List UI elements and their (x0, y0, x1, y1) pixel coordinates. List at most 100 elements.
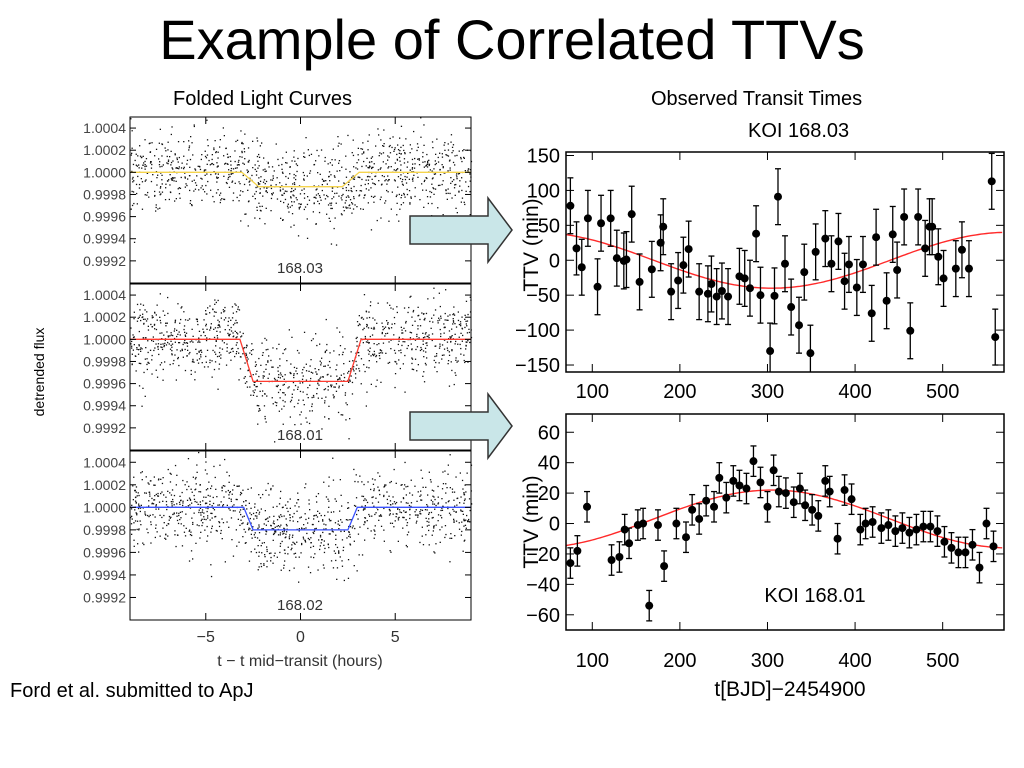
ytick-label: 20 (538, 483, 560, 505)
lightcurve-point (407, 485, 409, 488)
lightcurve-point (188, 318, 191, 320)
ttv-point (921, 244, 930, 253)
lightcurve-point (308, 517, 310, 519)
lightcurve-point (327, 196, 329, 198)
lightcurve-point (394, 352, 397, 354)
lightcurve-point (411, 178, 414, 180)
lightcurve-point (181, 162, 183, 164)
ttv-point (672, 519, 681, 528)
lightcurve-point (236, 485, 238, 487)
lightcurve-point (234, 160, 236, 163)
lightcurve-point (363, 499, 365, 502)
lightcurve-point (257, 423, 259, 425)
lightcurve-point (211, 360, 213, 362)
lightcurve-point (240, 492, 243, 495)
lightcurve-point (256, 370, 258, 372)
lightcurve-point (212, 496, 214, 499)
lightcurve-point (176, 503, 178, 505)
lightcurve-point (429, 479, 432, 481)
lightcurve-point (258, 405, 260, 407)
lightcurve-point (465, 344, 467, 347)
lightcurve-point (248, 560, 251, 562)
lightcurve-point (323, 365, 325, 367)
lightcurve-point (456, 154, 458, 157)
lightcurve-point (362, 495, 365, 498)
lightcurve-point (429, 196, 432, 198)
lightcurve-point (298, 206, 300, 209)
lightcurve-point (303, 179, 305, 181)
lightcurve-point (249, 517, 251, 520)
lightcurve-point (167, 490, 169, 492)
lightcurve-point (339, 331, 341, 333)
lightcurve-point (164, 147, 166, 149)
lightcurve-point (215, 529, 217, 532)
lightcurve-point (366, 520, 368, 522)
lightcurve-point (357, 324, 359, 327)
lightcurve-point (194, 169, 197, 171)
lightcurve-point (152, 316, 154, 318)
lightcurve-point (196, 501, 198, 503)
lightcurve-point (240, 513, 242, 516)
lightcurve-point (435, 504, 437, 507)
lightcurve-point (425, 312, 428, 315)
lightcurve-point (363, 151, 365, 153)
lightcurve-point (281, 531, 284, 533)
lightcurve-point (414, 485, 416, 487)
lightcurve-point (407, 531, 410, 533)
lightcurve-point (306, 175, 308, 177)
lightcurve-point (255, 174, 258, 176)
lightcurve-point (395, 482, 397, 484)
lightcurve-point (148, 500, 150, 502)
lightcurve-point (236, 196, 238, 199)
lightcurve-point (423, 319, 425, 321)
ttv-point (625, 539, 634, 548)
xtick-label: 0 (296, 629, 305, 646)
lightcurve-point (441, 358, 443, 360)
lightcurve-point (341, 214, 343, 216)
lightcurve-point (292, 516, 294, 518)
lightcurve-point (203, 512, 205, 514)
lightcurve-point (437, 520, 439, 522)
lightcurve-point (315, 495, 317, 498)
lightcurve-point (348, 531, 350, 533)
lightcurve-point (278, 410, 280, 412)
lightcurve-point (133, 241, 136, 243)
lightcurve-point (228, 329, 231, 331)
lightcurve-point (145, 165, 148, 167)
lightcurve-point (229, 156, 231, 158)
lightcurve-point (225, 162, 227, 164)
lightcurve-point (184, 172, 186, 174)
lightcurve-point (463, 359, 465, 362)
ytick-label: 0.9996 (83, 544, 126, 560)
lightcurve-point (265, 339, 268, 341)
lightcurve-point (313, 196, 315, 199)
lightcurve-point (258, 202, 260, 204)
lightcurve-point (294, 188, 296, 190)
lightcurve-point (250, 350, 252, 352)
lightcurve-point (469, 341, 471, 344)
lightcurve-point (426, 335, 428, 338)
lightcurve-point (151, 317, 153, 319)
lightcurve-point (206, 154, 209, 156)
lightcurve-point (339, 345, 342, 347)
ttv-point (940, 537, 949, 546)
lightcurve-point (292, 520, 294, 522)
ttv-point (749, 457, 758, 466)
ytick-label: 1.0004 (83, 120, 126, 136)
lightcurve-point (191, 502, 193, 504)
lightcurve-point (167, 149, 169, 151)
lightcurve-point (333, 511, 335, 513)
lightcurve-point (292, 541, 294, 543)
lightcurve-point (391, 522, 394, 524)
lightcurve-point (180, 167, 183, 169)
lightcurve-point (161, 174, 163, 176)
lightcurve-point (395, 501, 398, 504)
lightcurve-point (248, 200, 250, 202)
lightcurve-point (358, 370, 361, 372)
lightcurve-point (456, 212, 458, 214)
lightcurve-point (455, 511, 457, 513)
lightcurve-point (199, 166, 201, 168)
lightcurve-point (206, 337, 208, 339)
lightcurve-point (415, 522, 417, 524)
lightcurve-point (324, 350, 327, 352)
